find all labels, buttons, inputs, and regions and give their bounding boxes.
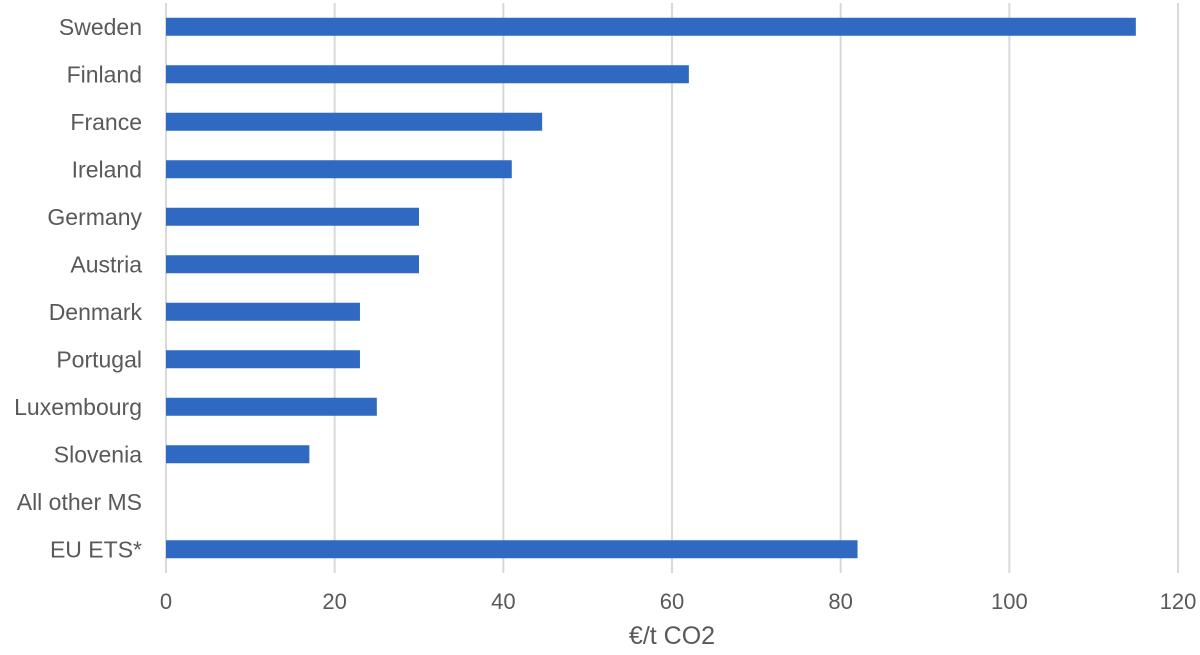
gridlines [165, 3, 1179, 573]
bar-austria [166, 255, 419, 274]
category-label: Luxembourg [14, 394, 142, 420]
category-label: Austria [70, 251, 142, 277]
bar-germany [166, 207, 419, 226]
category-label: Portugal [56, 346, 142, 372]
x-tick-label: 60 [660, 589, 684, 614]
category-label: All other MS [17, 489, 142, 515]
category-label: France [70, 109, 142, 135]
bar-slovenia [166, 445, 310, 464]
category-label: Finland [67, 61, 142, 87]
category-label: Germany [47, 204, 142, 230]
bar-ireland [166, 160, 512, 179]
bar-sweden [166, 17, 1136, 36]
x-tick-label: 40 [491, 589, 515, 614]
bar-france [166, 112, 543, 131]
category-label: Slovenia [54, 441, 142, 467]
category-label: Denmark [49, 299, 143, 325]
x-tick-label: 120 [1160, 589, 1197, 614]
category-labels: Sweden Finland France Ireland Germany Austria… [14, 14, 142, 563]
bars [166, 17, 1136, 559]
category-label: Sweden [59, 14, 142, 40]
category-label: Ireland [72, 156, 142, 182]
bar-eu-ets [166, 540, 858, 559]
x-tick-label: 100 [991, 589, 1028, 614]
bar-luxembourg [166, 397, 377, 416]
bar-denmark [166, 302, 360, 321]
bar-portugal [166, 350, 360, 369]
x-tick-labels: 0 20 40 60 80 100 120 [160, 589, 1196, 614]
x-tick-label: 0 [160, 589, 172, 614]
bar-finland [166, 65, 689, 84]
x-tick-label: 80 [828, 589, 852, 614]
category-label: EU ETS* [50, 536, 142, 562]
x-tick-label: 20 [322, 589, 346, 614]
x-axis-title: €/t CO2 [629, 622, 715, 650]
